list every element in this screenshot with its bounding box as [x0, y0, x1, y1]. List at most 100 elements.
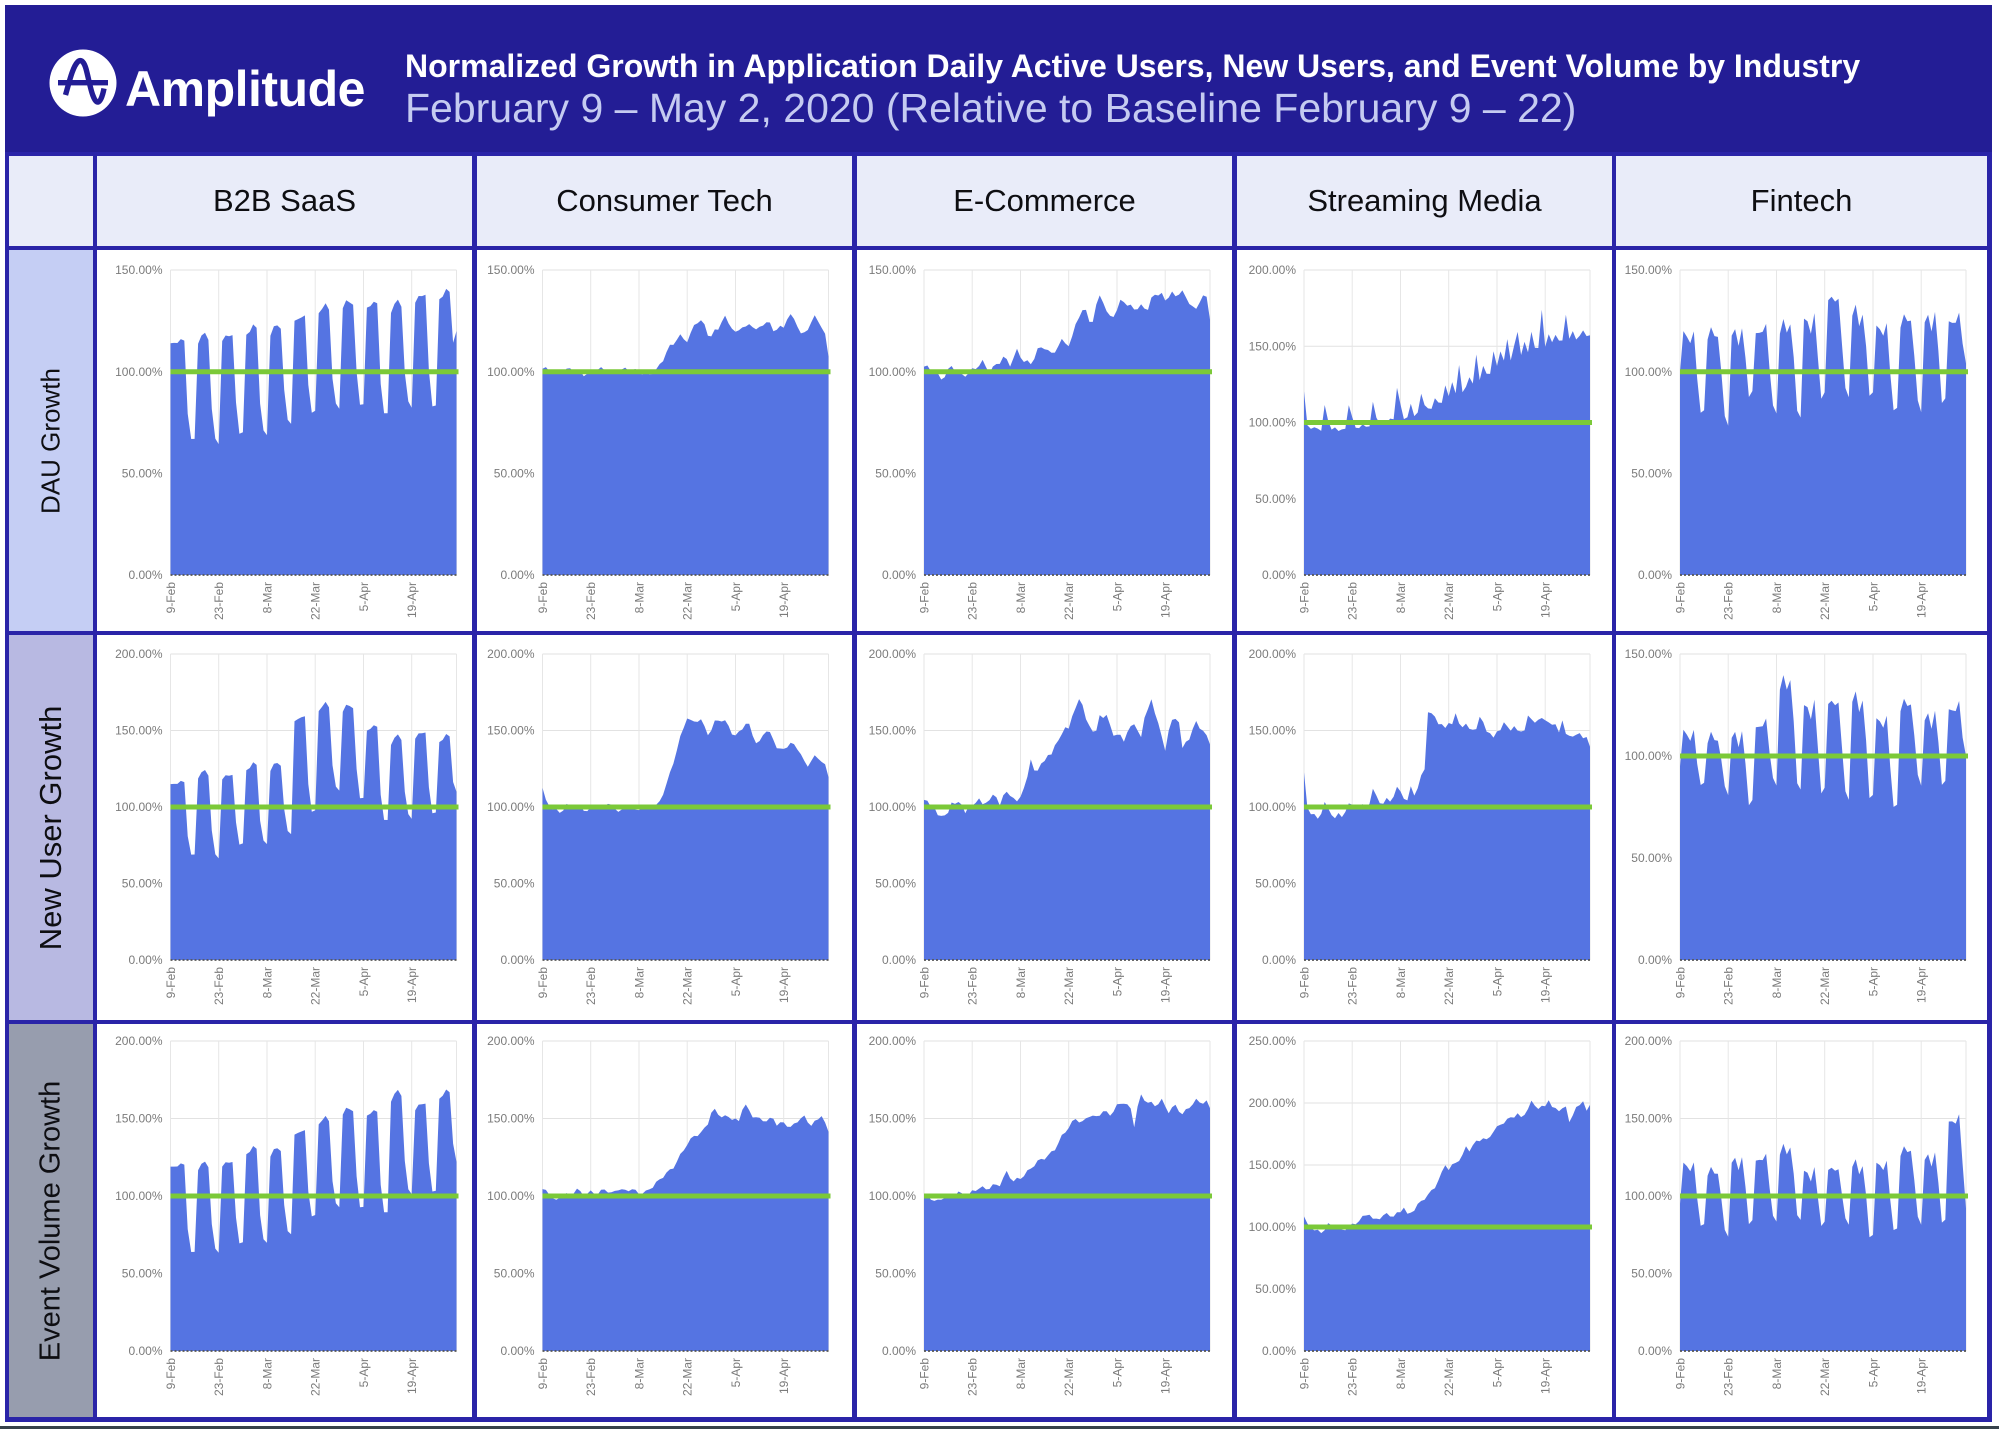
svg-text:0.00%: 0.00% [882, 1344, 916, 1358]
svg-text:9-Feb: 9-Feb [1674, 582, 1688, 614]
svg-text:22-Mar: 22-Mar [1818, 967, 1832, 1005]
svg-text:200.00%: 200.00% [1249, 1096, 1297, 1110]
svg-text:8-Mar: 8-Mar [1014, 582, 1028, 613]
svg-text:9-Feb: 9-Feb [536, 582, 550, 614]
svg-text:22-Mar: 22-Mar [309, 967, 323, 1005]
svg-text:23-Feb: 23-Feb [212, 1358, 226, 1396]
svg-text:19-Apr: 19-Apr [1539, 582, 1553, 618]
svg-text:100.00%: 100.00% [487, 800, 535, 814]
svg-text:8-Mar: 8-Mar [1014, 1358, 1028, 1389]
svg-text:19-Apr: 19-Apr [777, 582, 791, 618]
svg-text:250.00%: 250.00% [1249, 1034, 1297, 1048]
svg-text:100.00%: 100.00% [869, 365, 917, 379]
svg-text:150.00%: 150.00% [1625, 263, 1673, 277]
svg-text:19-Apr: 19-Apr [405, 967, 419, 1003]
svg-text:0.00%: 0.00% [128, 953, 162, 967]
svg-text:200.00%: 200.00% [115, 1034, 163, 1048]
svg-text:5-Apr: 5-Apr [729, 967, 743, 996]
svg-text:0.00%: 0.00% [500, 953, 534, 967]
svg-text:100.00%: 100.00% [1625, 1189, 1673, 1203]
svg-text:50.00%: 50.00% [1255, 1282, 1296, 1296]
svg-text:5-Apr: 5-Apr [1491, 1358, 1505, 1387]
svg-text:200.00%: 200.00% [1249, 263, 1297, 277]
svg-text:5-Apr: 5-Apr [1111, 582, 1125, 611]
svg-text:50.00%: 50.00% [494, 1267, 535, 1281]
svg-text:23-Feb: 23-Feb [584, 1358, 598, 1396]
svg-text:100.00%: 100.00% [487, 1189, 535, 1203]
svg-text:150.00%: 150.00% [487, 263, 535, 277]
svg-text:8-Mar: 8-Mar [261, 967, 275, 998]
svg-text:0.00%: 0.00% [128, 568, 162, 582]
svg-text:5-Apr: 5-Apr [1867, 1358, 1881, 1387]
svg-text:0.00%: 0.00% [882, 568, 916, 582]
svg-text:50.00%: 50.00% [1255, 877, 1296, 891]
svg-text:150.00%: 150.00% [487, 724, 535, 738]
svg-text:19-Apr: 19-Apr [1159, 967, 1173, 1003]
svg-text:23-Feb: 23-Feb [1722, 582, 1736, 620]
svg-text:100.00%: 100.00% [115, 365, 163, 379]
svg-text:50.00%: 50.00% [1631, 1267, 1672, 1281]
svg-text:9-Feb: 9-Feb [164, 967, 178, 999]
svg-text:150.00%: 150.00% [1249, 724, 1297, 738]
svg-text:0.00%: 0.00% [1262, 953, 1296, 967]
svg-text:19-Apr: 19-Apr [1159, 1358, 1173, 1394]
svg-text:23-Feb: 23-Feb [1346, 967, 1360, 1005]
svg-text:8-Mar: 8-Mar [1394, 582, 1408, 613]
svg-text:150.00%: 150.00% [1249, 340, 1297, 354]
svg-text:23-Feb: 23-Feb [966, 582, 980, 620]
svg-text:150.00%: 150.00% [115, 263, 163, 277]
svg-text:150.00%: 150.00% [1625, 1112, 1673, 1126]
svg-text:5-Apr: 5-Apr [729, 1358, 743, 1387]
svg-text:5-Apr: 5-Apr [1111, 1358, 1125, 1387]
svg-text:22-Mar: 22-Mar [309, 582, 323, 620]
svg-text:100.00%: 100.00% [115, 800, 163, 814]
svg-text:23-Feb: 23-Feb [212, 582, 226, 620]
svg-text:9-Feb: 9-Feb [536, 1358, 550, 1390]
svg-text:19-Apr: 19-Apr [405, 1358, 419, 1394]
svg-text:50.00%: 50.00% [122, 1267, 163, 1281]
svg-text:22-Mar: 22-Mar [1442, 967, 1456, 1005]
svg-text:50.00%: 50.00% [122, 467, 163, 481]
svg-text:150.00%: 150.00% [1625, 647, 1673, 661]
svg-text:19-Apr: 19-Apr [777, 1358, 791, 1394]
svg-text:200.00%: 200.00% [869, 1034, 917, 1048]
svg-text:200.00%: 200.00% [115, 647, 163, 661]
svg-text:0.00%: 0.00% [1638, 1344, 1672, 1358]
svg-text:200.00%: 200.00% [1249, 647, 1297, 661]
svg-text:22-Mar: 22-Mar [1062, 1358, 1076, 1396]
svg-text:50.00%: 50.00% [1631, 467, 1672, 481]
svg-text:100.00%: 100.00% [1625, 365, 1673, 379]
svg-text:23-Feb: 23-Feb [966, 967, 980, 1005]
svg-text:9-Feb: 9-Feb [164, 582, 178, 614]
svg-text:5-Apr: 5-Apr [729, 582, 743, 611]
svg-text:9-Feb: 9-Feb [918, 582, 932, 614]
svg-text:0.00%: 0.00% [882, 953, 916, 967]
svg-text:0.00%: 0.00% [500, 1344, 534, 1358]
svg-text:19-Apr: 19-Apr [1539, 967, 1553, 1003]
svg-text:9-Feb: 9-Feb [536, 967, 550, 999]
svg-text:19-Apr: 19-Apr [1915, 1358, 1929, 1394]
svg-text:100.00%: 100.00% [1249, 1220, 1297, 1234]
svg-text:9-Feb: 9-Feb [1298, 582, 1312, 614]
svg-text:150.00%: 150.00% [1249, 1158, 1297, 1172]
svg-text:5-Apr: 5-Apr [1491, 582, 1505, 611]
svg-text:22-Mar: 22-Mar [1442, 1358, 1456, 1396]
svg-text:100.00%: 100.00% [869, 800, 917, 814]
svg-text:150.00%: 150.00% [869, 724, 917, 738]
svg-text:100.00%: 100.00% [487, 365, 535, 379]
svg-text:50.00%: 50.00% [494, 877, 535, 891]
svg-text:200.00%: 200.00% [487, 1034, 535, 1048]
svg-text:8-Mar: 8-Mar [1394, 967, 1408, 998]
svg-text:8-Mar: 8-Mar [261, 582, 275, 613]
svg-text:9-Feb: 9-Feb [1298, 1358, 1312, 1390]
svg-text:8-Mar: 8-Mar [633, 967, 647, 998]
svg-text:50.00%: 50.00% [122, 877, 163, 891]
svg-text:150.00%: 150.00% [869, 1112, 917, 1126]
svg-text:150.00%: 150.00% [869, 263, 917, 277]
svg-text:23-Feb: 23-Feb [1722, 967, 1736, 1005]
svg-text:0.00%: 0.00% [128, 1344, 162, 1358]
svg-text:5-Apr: 5-Apr [1867, 967, 1881, 996]
svg-text:0.00%: 0.00% [1638, 953, 1672, 967]
svg-text:19-Apr: 19-Apr [405, 582, 419, 618]
svg-text:23-Feb: 23-Feb [966, 1358, 980, 1396]
